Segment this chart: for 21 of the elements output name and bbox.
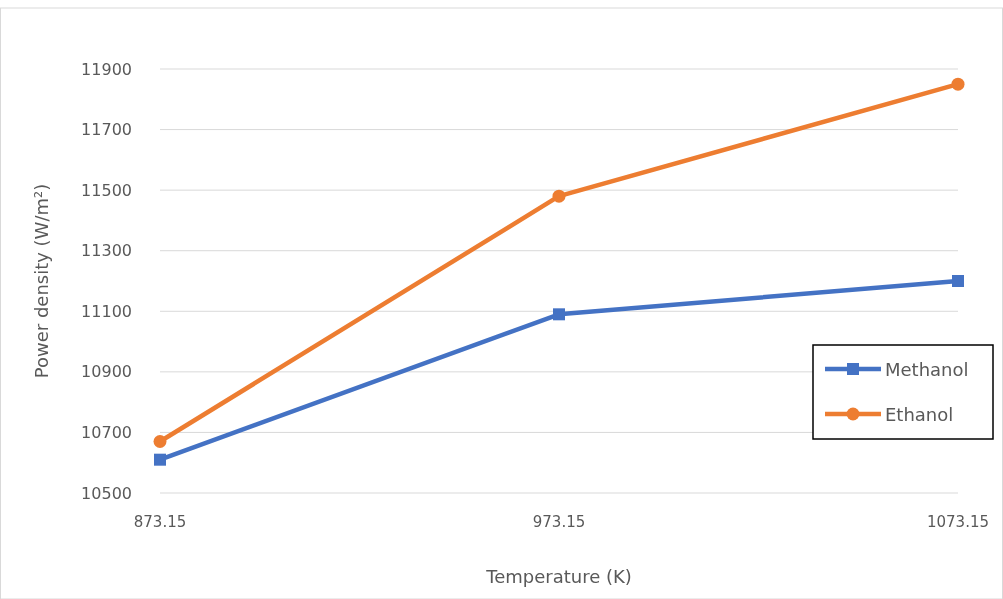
x-tick-label: 1073.15 [926,513,990,531]
y-tick-label: 11100 [81,301,132,321]
y-axis-title: Power density (W/m²) [31,183,52,379]
point [154,453,166,466]
y-tick-label: 10900 [81,362,132,382]
x-axis-title: Temperature (K) [485,566,632,587]
y-tick-label: 11900 [81,59,132,79]
x-tick-label: 873.15 [133,513,187,531]
y-tick-label: 11300 [81,241,132,261]
point [553,308,565,321]
point [951,77,965,91]
point [952,275,964,287]
x-tick-label: 973.15 [532,513,586,531]
y-tick-label: 10700 [81,422,132,442]
legend-label: Ethanol [885,403,954,425]
point [153,435,167,449]
y-tick-label: 10500 [81,483,132,503]
y-tick-label: 11500 [81,180,132,200]
legend-label: Methanol [885,358,969,380]
y-tick-label: 11700 [81,120,132,140]
point [552,189,566,203]
